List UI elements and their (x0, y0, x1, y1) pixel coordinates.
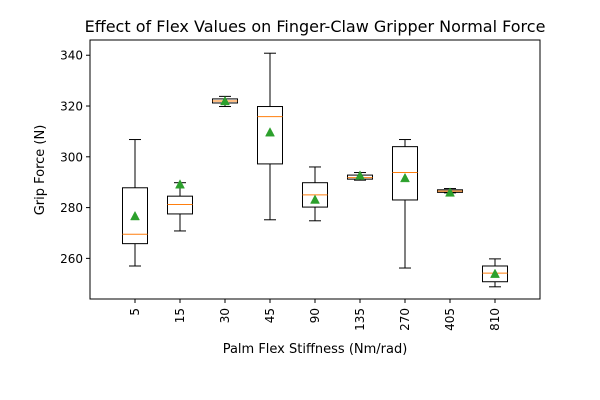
mean-marker (355, 170, 365, 180)
iqr-box (167, 195, 193, 215)
x-tick-label: 90 (308, 308, 322, 323)
x-tick-label: 405 (443, 308, 457, 331)
x-tick-label: 15 (173, 308, 187, 323)
box-group (212, 95, 238, 108)
iqr-box (122, 187, 148, 245)
x-axis-label: Palm Flex Stiffness (Nm/rad) (223, 342, 408, 357)
box-group (302, 166, 328, 222)
iqr-box (392, 146, 418, 201)
y-tick-label: 260 (60, 252, 83, 266)
y-axis: 260 280 300 320 340 (60, 49, 90, 266)
y-tick-label: 340 (60, 49, 83, 63)
mean-marker (130, 210, 140, 221)
box-group (482, 258, 508, 288)
y-axis-label: Grip Force (N) (33, 125, 48, 216)
mean-marker (400, 172, 410, 183)
x-tick-label: 5 (128, 308, 142, 316)
mean-marker (265, 127, 275, 137)
box-group (437, 187, 463, 197)
iqr-box (482, 265, 508, 283)
x-axis: 5 15 30 45 90 135 270 405 810 (128, 299, 502, 331)
box-group (122, 139, 148, 267)
mean-marker (310, 194, 320, 204)
mean-marker (445, 187, 455, 197)
mean-marker (490, 268, 500, 278)
box-group (392, 139, 418, 269)
box-group (257, 52, 283, 221)
x-tick-label: 135 (353, 308, 367, 331)
x-tick-label: 30 (218, 308, 232, 323)
y-tick-label: 320 (60, 100, 83, 114)
chart-title: Effect of Flex Values on Finger-Claw Gri… (85, 17, 546, 36)
box-group (347, 170, 373, 181)
box-group (167, 179, 193, 232)
mean-marker (175, 179, 185, 189)
mean-marker (220, 95, 230, 106)
x-tick-label: 270 (398, 308, 412, 331)
x-tick-label: 810 (488, 308, 502, 331)
iqr-box (257, 106, 283, 165)
y-tick-label: 300 (60, 150, 83, 164)
plot-area (122, 52, 508, 288)
x-tick-label: 45 (263, 308, 277, 323)
y-tick-label: 280 (60, 201, 83, 215)
